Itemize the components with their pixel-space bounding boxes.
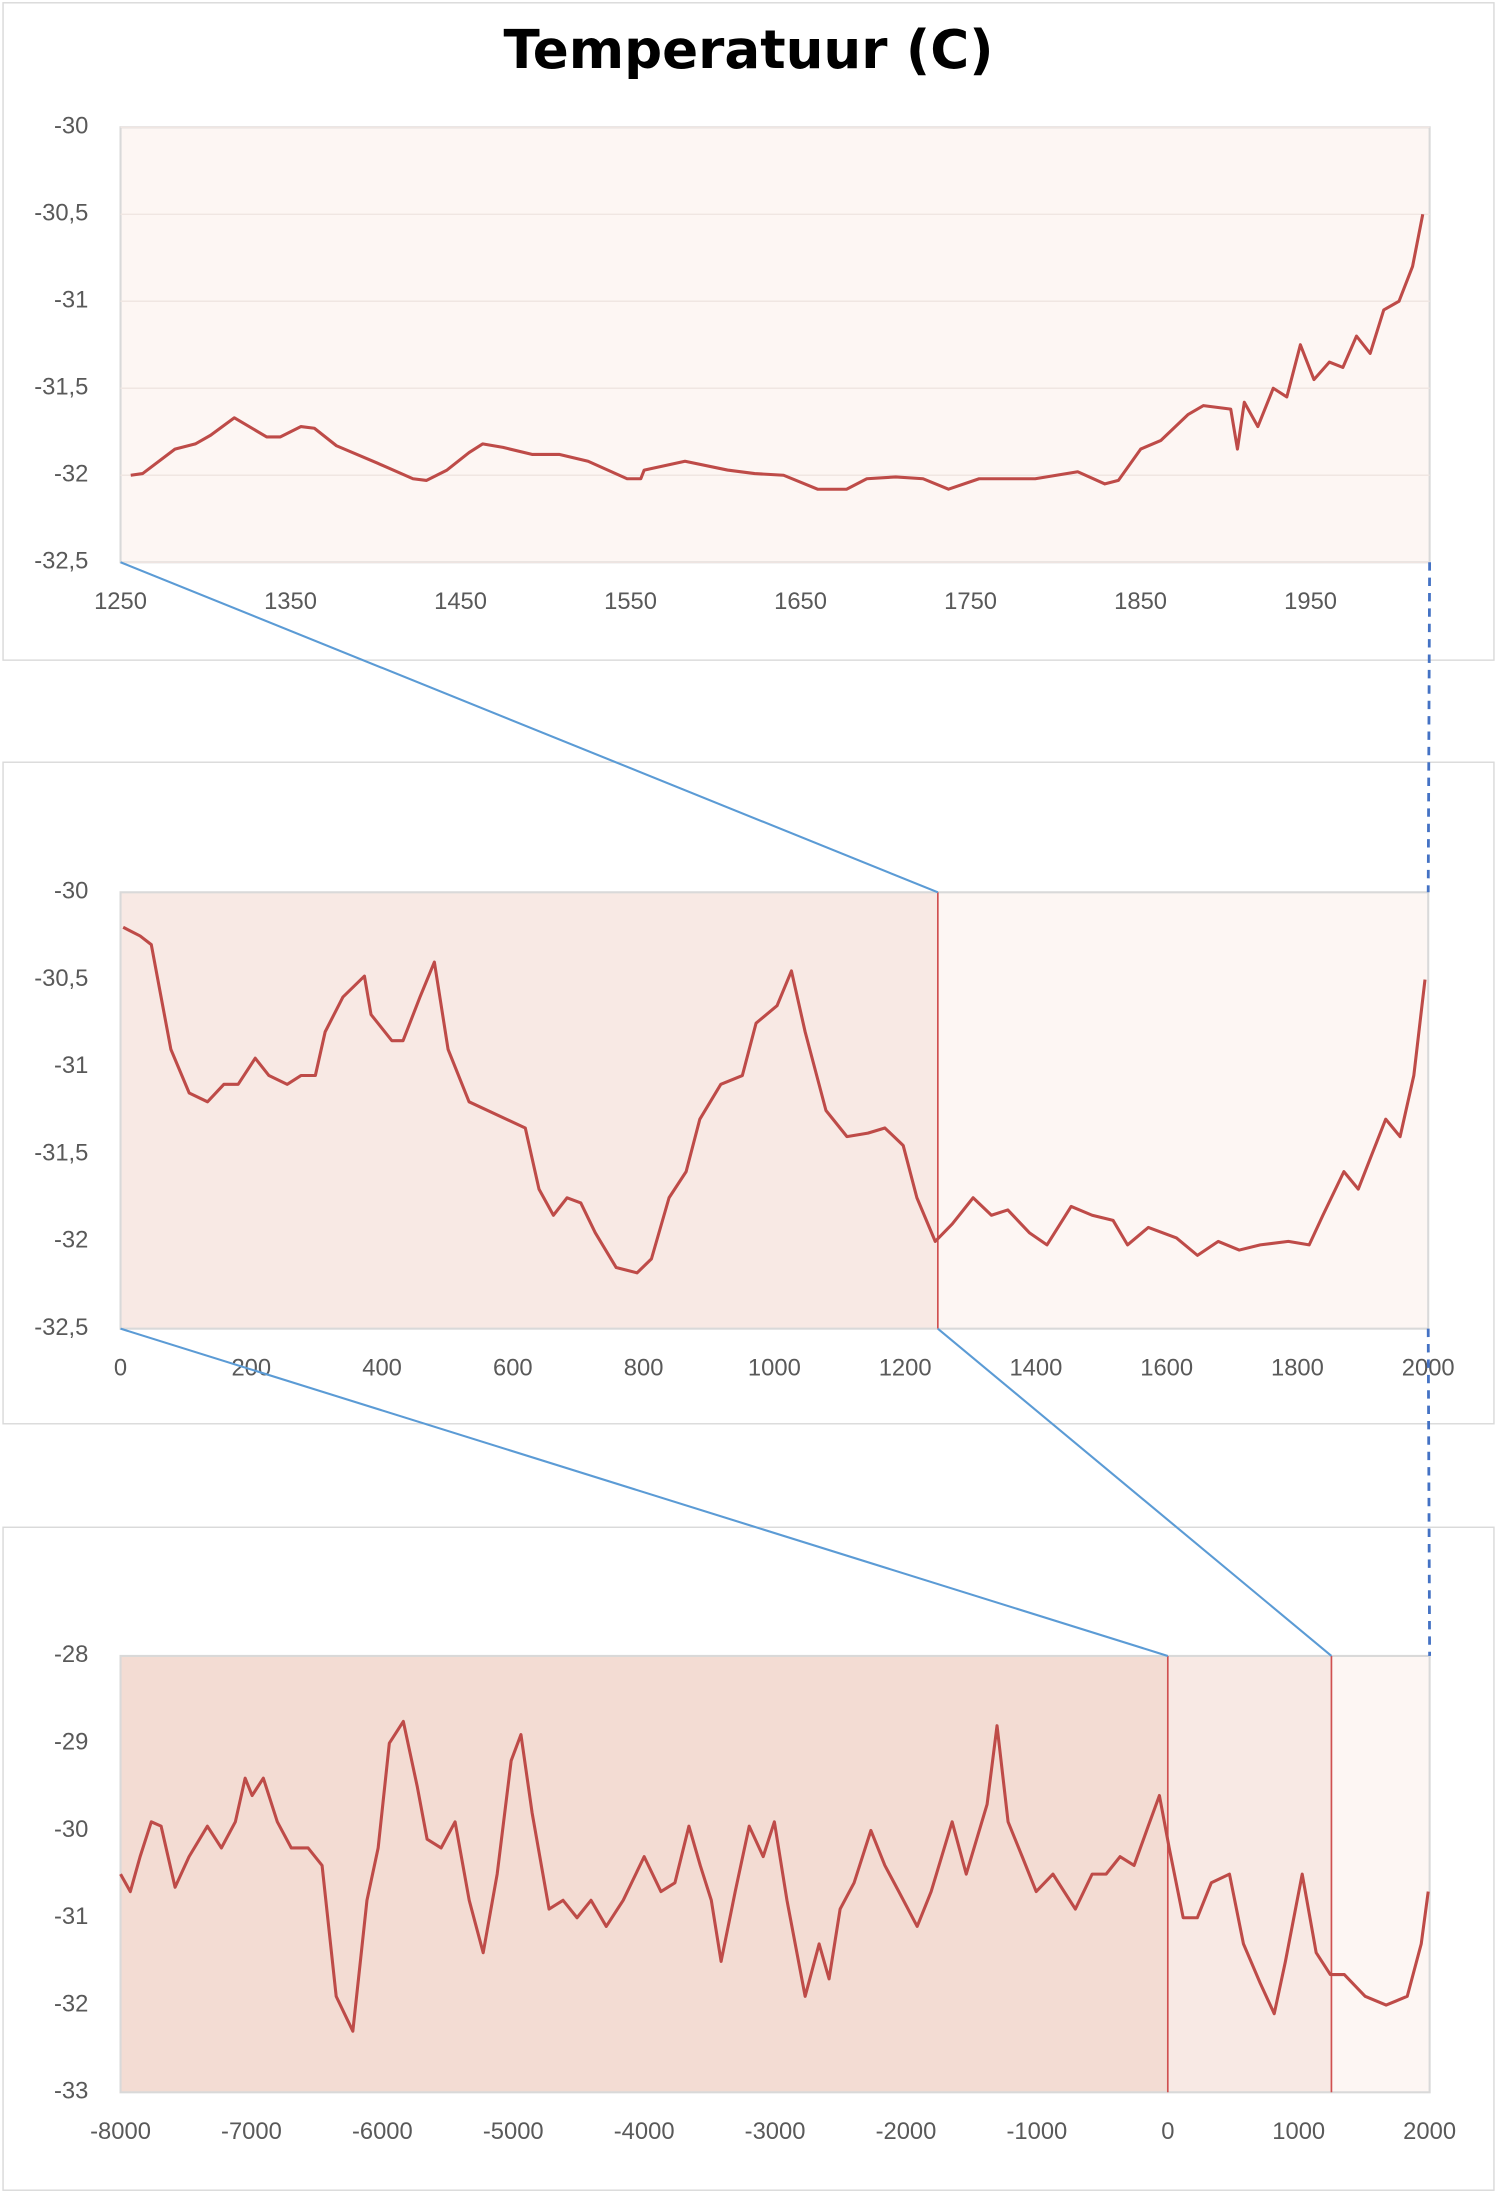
x-tick-label: 1650 (774, 588, 827, 615)
x-tick-label: 0 (1161, 2118, 1174, 2145)
zoom-region (120, 892, 938, 1329)
data-line (119, 1719, 1430, 2033)
y-tick-label: -32 (54, 1227, 88, 1254)
x-tick-label: 1350 (264, 588, 317, 615)
zoom-region (120, 127, 1430, 563)
x-tick-label: -4000 (614, 2118, 675, 2145)
x-tick-label: -8000 (90, 2118, 151, 2145)
x-tick-label: 1950 (1284, 588, 1337, 615)
y-tick-label: -32 (54, 1990, 88, 2017)
x-tick-label: 2000 (1403, 2118, 1456, 2145)
zoom-region (937, 892, 1429, 1329)
data-line (122, 925, 1427, 1275)
x-tick-label: 1000 (748, 1355, 801, 1382)
y-tick-label: -31,5 (34, 374, 88, 401)
x-tick-label: -3000 (745, 2118, 806, 2145)
y-tick-label: -31 (54, 1903, 88, 1930)
y-tick-label: -30 (54, 113, 88, 140)
y-tick-label: -28 (54, 1641, 88, 1668)
y-tick-label: -30 (54, 878, 88, 905)
x-tick-label: 1200 (879, 1355, 932, 1382)
y-tick-label: -32,5 (34, 548, 88, 575)
x-tick-label: -1000 (1006, 2118, 1067, 2145)
x-tick-label: 1850 (1114, 588, 1167, 615)
y-tick-label: -30 (54, 1816, 88, 1843)
y-tick-label: -33 (54, 2078, 88, 2105)
chart-title: Temperatuur (C) (504, 19, 994, 81)
zoom-region (120, 1655, 1168, 2093)
y-tick-label: -31,5 (34, 1139, 88, 1166)
x-tick-label: 1400 (1009, 1355, 1062, 1382)
zoom-connector (120, 1327, 1169, 1657)
y-tick-label: -29 (54, 1728, 88, 1755)
y-tick-label: -31 (54, 287, 88, 314)
zoom-region (1331, 1655, 1430, 2093)
x-tick-label: 1750 (944, 588, 997, 615)
x-tick-label: 400 (362, 1355, 402, 1382)
zoom-connector-dashed (1426, 1328, 1432, 1656)
plot-area (119, 891, 1430, 1330)
zoom-region (1167, 1655, 1332, 2093)
y-tick-label: -30,5 (34, 965, 88, 992)
x-tick-label: 1000 (1272, 2118, 1325, 2145)
y-tick-label: -32,5 (34, 1314, 88, 1341)
x-tick-label: 1450 (434, 588, 487, 615)
x-tick-label: 0 (114, 1355, 127, 1382)
data-line (130, 213, 1425, 491)
x-tick-label: -5000 (483, 2118, 544, 2145)
x-tick-label: -7000 (221, 2118, 282, 2145)
y-tick-label: -32 (54, 461, 88, 488)
x-tick-label: 600 (493, 1355, 533, 1382)
x-tick-label: -2000 (876, 2118, 937, 2145)
zoom-connector-dashed (1426, 562, 1432, 893)
zoom-connector (120, 561, 939, 894)
x-tick-label: 1800 (1271, 1355, 1324, 1382)
x-tick-label: 1600 (1140, 1355, 1193, 1382)
x-tick-label: 1550 (604, 588, 657, 615)
x-tick-label: -6000 (352, 2118, 413, 2145)
zoom-connector (937, 1327, 1333, 1657)
x-tick-label: 200 (231, 1355, 271, 1382)
x-tick-label: 800 (624, 1355, 664, 1382)
x-tick-label: 1250 (94, 588, 147, 615)
y-tick-label: -30,5 (34, 200, 88, 227)
y-tick-label: -31 (54, 1052, 88, 1079)
